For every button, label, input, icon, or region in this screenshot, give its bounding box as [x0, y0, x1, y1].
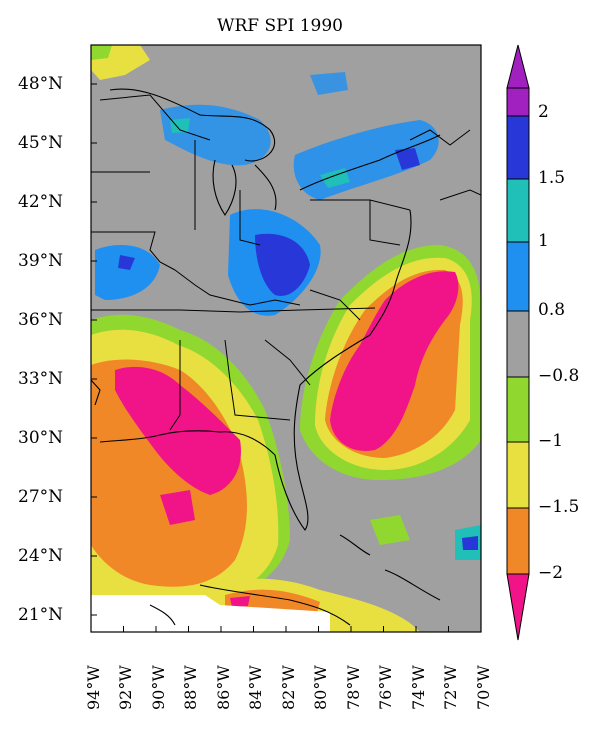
- lon-label-wrap: 90°W: [146, 640, 168, 712]
- lon-label: 84°W: [246, 665, 265, 710]
- lon-label: 74°W: [409, 665, 428, 710]
- lon-ticks: [90, 626, 482, 632]
- lon-label-wrap: 70°W: [471, 640, 493, 712]
- lon-label-wrap: 86°W: [211, 640, 233, 712]
- boundaries: [91, 94, 481, 431]
- colorbar-top-triangle: [506, 44, 530, 89]
- lat-ticks: [91, 83, 97, 616]
- lat-label: 36°N: [18, 310, 64, 330]
- lon-label: 70°W: [474, 665, 493, 710]
- lat-label: 48°N: [18, 74, 64, 94]
- colorbar-bottom-triangle: [506, 573, 530, 641]
- coastline: [91, 88, 441, 626]
- colorbar-label: 1: [538, 231, 549, 251]
- lat-label: 33°N: [18, 369, 64, 389]
- lon-label-wrap: 82°W: [276, 640, 298, 712]
- lat-label: 45°N: [18, 133, 64, 153]
- lon-label-wrap: 88°W: [178, 640, 200, 712]
- lon-label: 80°W: [311, 665, 330, 710]
- lat-label: 42°N: [18, 192, 64, 212]
- colorbar-label: −2: [538, 563, 564, 583]
- lat-label: 30°N: [18, 428, 64, 448]
- lon-label: 90°W: [149, 665, 168, 710]
- lon-label: 88°W: [181, 665, 200, 710]
- lon-label: 72°W: [441, 665, 460, 710]
- colorbar-label: −1.5: [538, 497, 580, 517]
- lon-label: 86°W: [214, 665, 233, 710]
- lon-label-wrap: 94°W: [81, 640, 103, 712]
- lat-label: 27°N: [18, 487, 64, 507]
- lon-label-wrap: 74°W: [406, 640, 428, 712]
- lon-label: 92°W: [116, 665, 135, 710]
- lon-label-wrap: 76°W: [373, 640, 395, 712]
- lon-label-wrap: 78°W: [341, 640, 363, 712]
- lat-label: 39°N: [18, 251, 64, 271]
- colorbar-label: 1.5: [538, 168, 566, 188]
- lat-label: 24°N: [18, 546, 64, 566]
- colorbar: [506, 44, 530, 641]
- lat-label: 21°N: [18, 605, 64, 625]
- lon-label-wrap: 80°W: [308, 640, 330, 712]
- spi-field: [91, 45, 481, 632]
- lon-label-wrap: 92°W: [113, 640, 135, 712]
- map-title: WRF SPI 1990: [217, 16, 343, 36]
- lon-label-wrap: 84°W: [243, 640, 265, 712]
- colorbar-label: 0.8: [538, 300, 566, 320]
- colorbar-label: −0.8: [538, 366, 580, 386]
- lon-label: 76°W: [376, 665, 395, 710]
- no-data-area: [91, 595, 330, 632]
- colorbar-label: 2: [538, 102, 549, 122]
- lon-label: 94°W: [84, 665, 103, 710]
- lon-label: 82°W: [279, 665, 298, 710]
- lon-label: 78°W: [344, 665, 363, 710]
- colorbar-label: −1: [538, 431, 564, 451]
- lon-label-wrap: 72°W: [438, 640, 460, 712]
